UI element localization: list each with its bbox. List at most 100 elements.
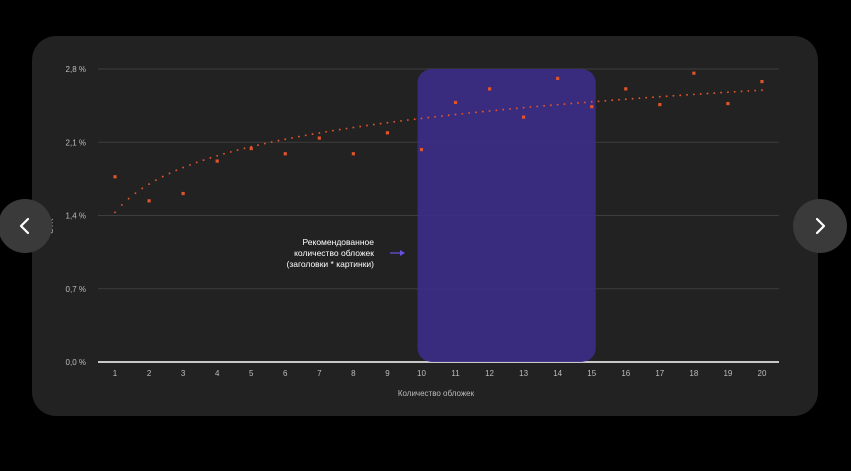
x-tick-label: 15 <box>587 369 596 378</box>
x-tick-label: 2 <box>147 369 152 378</box>
data-point <box>215 159 219 163</box>
y-tick-label: 1,4 % <box>66 212 86 221</box>
trend-dot <box>277 139 280 142</box>
trend-dot <box>536 105 539 108</box>
x-tick-label: 19 <box>723 369 732 378</box>
trend-dot <box>195 161 198 164</box>
trend-dot <box>270 141 273 144</box>
previous-image-button[interactable] <box>0 199 52 253</box>
trend-dot <box>243 147 246 150</box>
trend-dot <box>366 124 368 127</box>
trend-dot <box>713 92 716 95</box>
data-point <box>113 175 117 179</box>
trend-dot <box>297 135 300 138</box>
trend-dot <box>570 102 573 105</box>
trend-dot <box>120 203 123 206</box>
trend-dot <box>515 107 518 110</box>
trend-dot <box>481 110 484 113</box>
trend-dot <box>400 119 402 122</box>
trend-dot <box>257 144 259 147</box>
y-tick-label: 2,8 % <box>66 65 86 74</box>
trend-dot <box>175 169 178 172</box>
trend-dot <box>379 122 382 125</box>
trend-dot <box>148 183 151 186</box>
trend-dot <box>658 95 661 98</box>
trend-dot <box>454 113 457 116</box>
trend-dot <box>134 192 137 195</box>
data-point <box>385 131 390 135</box>
trend-dot <box>754 89 757 92</box>
y-tick-label: 0,7 % <box>66 285 86 294</box>
trend-dot <box>665 95 668 98</box>
trend-dot <box>611 99 614 102</box>
trend-dot <box>372 123 375 126</box>
x-tick-label: 4 <box>215 369 220 378</box>
trend-dot <box>509 108 511 110</box>
trend-dot <box>427 116 430 119</box>
trend-dot <box>672 94 675 97</box>
trend-dot <box>263 142 266 145</box>
x-tick-label: 20 <box>758 369 767 378</box>
annotation: Рекомендованное количество обложек (заго… <box>286 237 405 269</box>
trend-dot <box>352 126 355 129</box>
scatter-chart: 0,0 %0,7 %1,4 %2,1 %2,8 % 1 2 3 4 5 6 7 8 9 10 11 1… <box>46 65 779 398</box>
next-image-button[interactable] <box>793 199 847 253</box>
trend-line-dots <box>114 89 763 214</box>
data-point <box>351 152 355 156</box>
data-point <box>419 147 424 152</box>
trend-dot <box>359 125 362 128</box>
highlight-band <box>417 69 596 362</box>
annotation-arrowhead <box>400 250 405 256</box>
data-point <box>283 152 287 156</box>
data-point <box>522 115 526 119</box>
trend-dot <box>311 133 314 136</box>
trend-dot <box>114 211 116 214</box>
trend-dot <box>223 152 225 155</box>
trend-dot <box>747 89 750 92</box>
data-point <box>692 71 696 75</box>
data-point <box>658 102 662 107</box>
trend-dot <box>304 134 307 137</box>
x-tick-label: 14 <box>553 369 562 378</box>
data-point <box>624 87 628 91</box>
trend-dot <box>652 96 654 99</box>
data-point <box>590 105 594 109</box>
trend-dot <box>338 128 341 131</box>
x-tick-label: 7 <box>317 369 322 378</box>
trend-dot <box>420 117 423 120</box>
trend-dot <box>216 154 219 157</box>
trend-dot <box>624 98 627 101</box>
trend-dot <box>345 127 348 130</box>
trend-dot <box>645 96 648 99</box>
annotation-line-3: (заголовки * картинки) <box>286 259 374 269</box>
annotation-line-2: количество обложек <box>294 248 374 258</box>
trend-dot <box>331 129 334 132</box>
data-point <box>147 199 151 203</box>
y-tick-label: 2,1 % <box>66 138 86 147</box>
chart-card: 0,0 % 0,7 % 1,4 % 2,1 % 2,8 % 1 2 3 4 5 6 7 8 9 10 11 1… <box>32 36 818 416</box>
x-tick-label: 8 <box>351 369 356 378</box>
x-tick-label: 10 <box>417 369 426 378</box>
trend-dot <box>188 163 191 166</box>
trend-dot <box>733 90 736 93</box>
x-tick-label: 18 <box>689 369 698 378</box>
trend-dot <box>692 93 695 96</box>
y-tick-labels: 0,0 % 0,7 % 1,4 % 2,1 % 2,8 % <box>66 65 86 367</box>
trend-dot <box>706 92 709 95</box>
trend-dot <box>236 149 239 152</box>
trend-dot <box>325 130 328 133</box>
trend-dot <box>168 172 171 175</box>
data-point <box>317 136 321 140</box>
trend-dot <box>154 179 157 182</box>
trend-dot <box>440 115 443 117</box>
trend-dot <box>182 166 185 169</box>
x-axis-label: Количество обложек <box>398 389 475 398</box>
x-tick-label: 16 <box>621 369 630 378</box>
trend-dot <box>761 89 763 92</box>
trend-dot <box>202 159 205 162</box>
x-tick-labels: 1 2 3 4 5 6 7 8 9 10 11 12 13 14 15 16 17 18 19 20 <box>113 369 767 378</box>
trend-dot <box>127 197 130 200</box>
x-tick-label: 1 <box>113 369 118 378</box>
trend-dot <box>502 108 505 111</box>
trend-dot <box>590 100 593 103</box>
